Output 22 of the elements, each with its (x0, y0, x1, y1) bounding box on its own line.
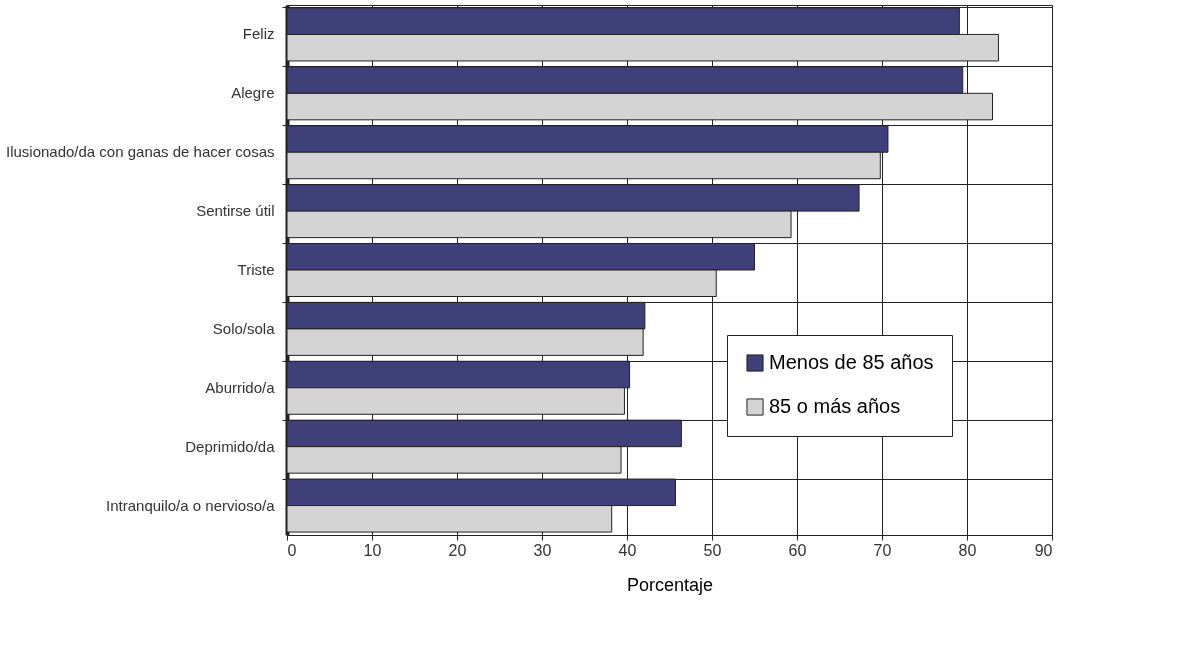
x-tick-label: 10 (363, 541, 382, 559)
x-axis-title: Porcentaje (626, 574, 714, 595)
legend-label: Menos de 85 años (769, 351, 934, 373)
x-tick-label: 20 (448, 541, 467, 559)
x-tick-label: 90 (1034, 541, 1053, 559)
x-tick-label: 0 (287, 541, 297, 559)
y-tick-label: Ilusionado/da con ganas de hacer cosas (5, 143, 275, 161)
y-tick-label: Intranquilo/a o nervioso/a (106, 496, 276, 514)
legend-label: 85 o más años (769, 395, 901, 417)
y-tick-label: Solo/sola (212, 319, 276, 337)
y-tick-label: Feliz (242, 25, 275, 43)
y-tick-label: Triste (237, 261, 275, 278)
y-tick-label: Alegre (231, 84, 275, 102)
x-tick-label: 60 (788, 541, 807, 559)
x-tick-label: 40 (618, 541, 637, 559)
x-tick-label: 80 (958, 541, 977, 559)
x-tick-label: 30 (533, 541, 552, 559)
x-tick-label: 70 (873, 541, 892, 559)
x-tick-label: 50 (703, 541, 722, 559)
y-tick-label: Deprimido/da (185, 437, 276, 455)
y-tick-label: Sentirse útil (196, 202, 275, 220)
y-tick-label: Aburrido/a (205, 378, 276, 396)
